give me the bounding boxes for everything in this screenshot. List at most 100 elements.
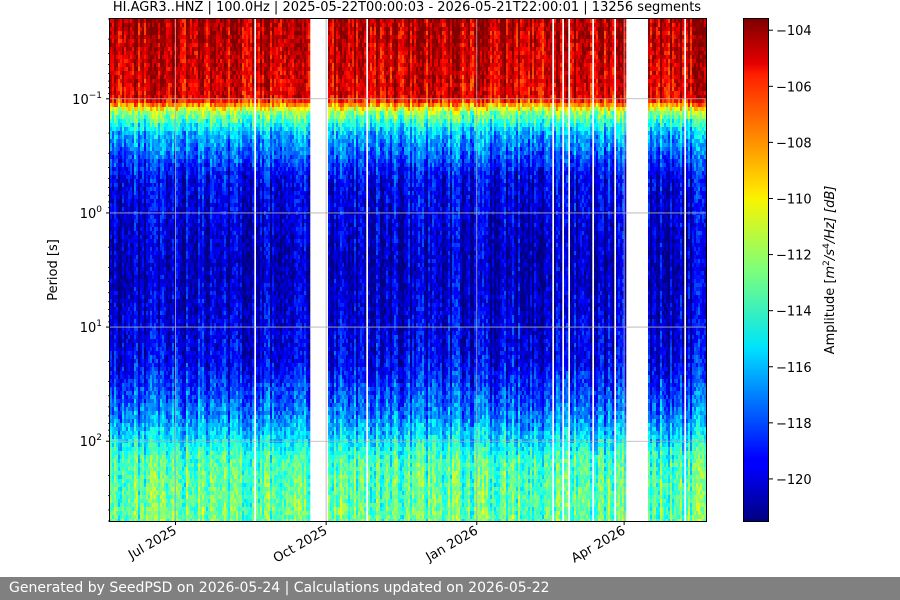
heatmap-cell [126, 363, 128, 367]
heatmap-cell [128, 515, 130, 519]
heatmap-cell [124, 507, 126, 511]
heatmap-cell [140, 403, 142, 407]
heatmap-cell [164, 295, 166, 299]
heatmap-cell [188, 19, 190, 23]
heatmap-cell [166, 363, 168, 367]
heatmap-cell [138, 459, 140, 463]
heatmap-cell [152, 319, 154, 323]
heatmap-cell [172, 55, 174, 59]
heatmap-cell [162, 311, 164, 315]
heatmap-cell [162, 115, 164, 119]
heatmap-cell [114, 519, 116, 521]
heatmap-cell [166, 347, 168, 351]
heatmap-cell [142, 451, 144, 455]
heatmap-cell [182, 171, 184, 175]
heatmap-cell [154, 331, 156, 335]
heatmap-cell [148, 467, 150, 471]
heatmap-cell [164, 123, 166, 127]
heatmap-cell [158, 239, 160, 243]
heatmap-cell [180, 267, 182, 271]
heatmap-cell [124, 31, 126, 35]
heatmap-cell [168, 235, 170, 239]
heatmap-cell [144, 375, 146, 379]
heatmap-cell [114, 287, 116, 291]
heatmap-cell [132, 59, 134, 63]
heatmap-cell [168, 375, 170, 379]
heatmap-cell [180, 387, 182, 391]
heatmap-cell [184, 39, 186, 43]
heatmap-cell [164, 419, 166, 423]
heatmap-cell [118, 23, 120, 27]
heatmap-cell [144, 227, 146, 231]
heatmap-cell [156, 119, 158, 123]
heatmap-cell [122, 507, 124, 511]
heatmap-cell [172, 435, 174, 439]
heatmap-cell [126, 495, 128, 499]
heatmap-cell [152, 135, 154, 139]
heatmap-cell [144, 447, 146, 451]
heatmap-cell [186, 315, 188, 319]
heatmap-cell [146, 303, 148, 307]
heatmap-cell [152, 119, 154, 123]
heatmap-cell [150, 215, 152, 219]
heatmap-cell [182, 343, 184, 347]
heatmap-cell [158, 171, 160, 175]
heatmap-cell [140, 87, 142, 91]
heatmap-cell [158, 411, 160, 415]
heatmap-cell [156, 339, 158, 343]
heatmap-cell [170, 343, 172, 347]
heatmap-cell [152, 387, 154, 391]
heatmap-cell [144, 499, 146, 503]
heatmap-cell [156, 51, 158, 55]
heatmap-cell [118, 443, 120, 447]
heatmap-cell [138, 207, 140, 211]
heatmap-cell [168, 215, 170, 219]
heatmap-cell [128, 335, 130, 339]
heatmap-cell [178, 343, 180, 347]
heatmap-cell [120, 275, 122, 279]
heatmap-cell [148, 127, 150, 131]
heatmap-cell [114, 123, 116, 127]
heatmap-cell [154, 483, 156, 487]
heatmap-cell [150, 391, 152, 395]
heatmap-cell [122, 403, 124, 407]
heatmap-cell [146, 159, 148, 163]
heatmap-cell [160, 207, 162, 211]
heatmap-cell [164, 403, 166, 407]
heatmap-cell [144, 59, 146, 63]
heatmap-cell [170, 411, 172, 415]
heatmap-cell [110, 471, 112, 475]
heatmap-cell [130, 123, 132, 127]
heatmap-cell [144, 519, 146, 521]
heatmap-cell [156, 135, 158, 139]
heatmap-cell [116, 451, 118, 455]
heatmap-cell [112, 459, 114, 463]
heatmap-cell [114, 223, 116, 227]
heatmap-cell [146, 55, 148, 59]
heatmap-cell [120, 287, 122, 291]
heatmap-cell [188, 343, 190, 347]
heatmap-cell [138, 55, 140, 59]
heatmap-cell [124, 323, 126, 327]
heatmap-cell [112, 235, 114, 239]
heatmap-cell [170, 403, 172, 407]
heatmap-cell [160, 179, 162, 183]
heatmap-cell [134, 355, 136, 359]
heatmap-cell [182, 131, 184, 135]
heatmap-cell [152, 327, 154, 331]
heatmap-cell [130, 27, 132, 31]
heatmap-cell [136, 131, 138, 135]
heatmap-cell [114, 171, 116, 175]
heatmap-cell [166, 63, 168, 67]
heatmap-cell [146, 243, 148, 247]
heatmap-cell [160, 55, 162, 59]
heatmap-cell [176, 383, 178, 387]
heatmap-cell [168, 175, 170, 179]
heatmap-cell [130, 107, 132, 111]
heatmap-cell [118, 67, 120, 71]
heatmap-cell [162, 351, 164, 355]
heatmap-cell [118, 399, 120, 403]
heatmap-cell [148, 399, 150, 403]
heatmap-cell [120, 171, 122, 175]
heatmap-cell [126, 331, 128, 335]
